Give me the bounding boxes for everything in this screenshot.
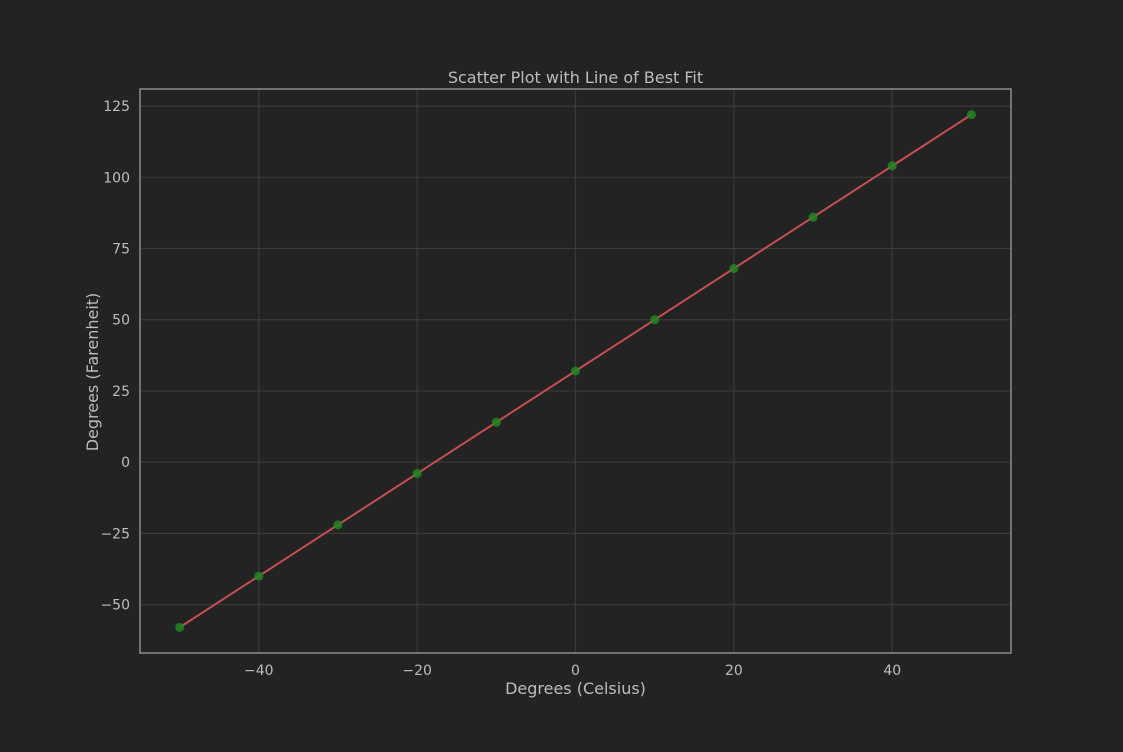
y-tick-label: 100 xyxy=(103,170,130,186)
grid xyxy=(140,89,1011,653)
scatter-point xyxy=(571,366,580,376)
x-tick-label: 20 xyxy=(725,663,743,679)
tick-labels: −40 −20 0 20 40 −50 −25 0 25 50 75 100 125 xyxy=(100,99,901,679)
scatter-point xyxy=(175,622,185,632)
y-tick-label: −50 xyxy=(100,598,130,614)
x-axis-label: Degrees (Celsius) xyxy=(505,679,646,698)
x-tick-label: −20 xyxy=(402,663,432,679)
y-tick-label: 75 xyxy=(112,242,130,258)
scatter-point xyxy=(491,417,501,427)
plot-series xyxy=(175,110,976,632)
y-tick-label: 0 xyxy=(121,455,130,471)
y-tick-label: 50 xyxy=(112,313,130,329)
scatter-point xyxy=(966,110,976,120)
x-tick-label: 40 xyxy=(883,663,901,679)
scatter-point xyxy=(412,469,422,479)
y-tick-label: 125 xyxy=(103,99,130,115)
scatter-point xyxy=(808,212,818,222)
axes-frame xyxy=(139,88,1012,654)
x-tick-label: −40 xyxy=(244,663,274,679)
y-tick-label: −25 xyxy=(100,526,130,542)
scatter-point xyxy=(333,520,343,530)
y-axis-label: Degrees (Farenheit) xyxy=(83,293,102,452)
scatter-point xyxy=(887,161,897,171)
x-tick-label: 0 xyxy=(571,663,580,679)
chart-title: Scatter Plot with Line of Best Fit xyxy=(448,68,703,87)
scatter-point xyxy=(254,571,264,581)
y-tick-label: 25 xyxy=(112,384,130,400)
scatter-point xyxy=(729,263,739,273)
scatter-point xyxy=(650,315,660,325)
